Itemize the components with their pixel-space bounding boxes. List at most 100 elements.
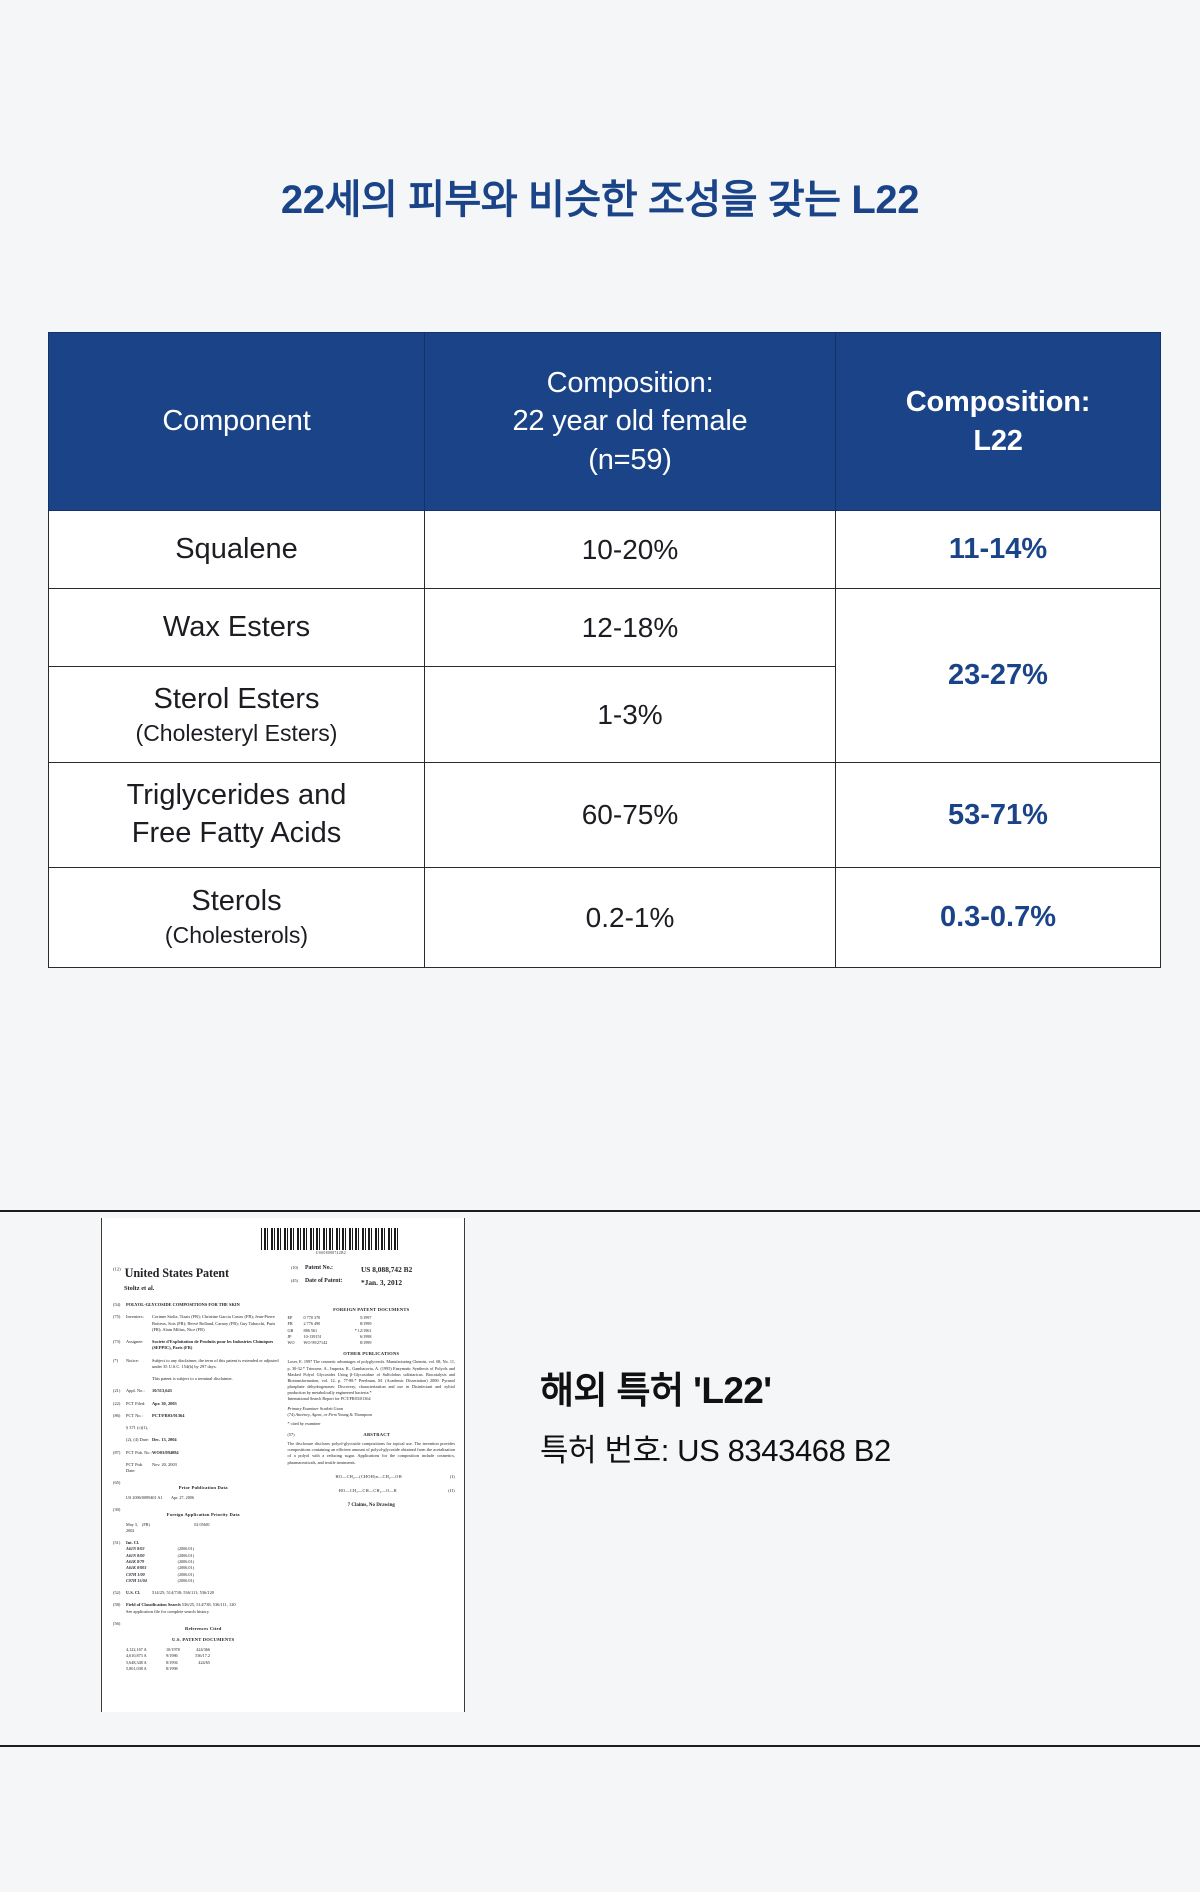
patent-number-row: (10) Patent No.: US 8,088,742 B2 <box>291 1264 455 1275</box>
patent-pub-no-label: PCT Pub. No.: <box>126 1449 152 1455</box>
patent-foreign-num: 2 776 490 <box>303 1321 321 1327</box>
column-header-l22-line2: L22 <box>973 424 1023 457</box>
patent-inventors-label: Inventors: <box>126 1314 144 1320</box>
patent-371-value: Dec. 13, 2004 <box>152 1437 177 1443</box>
patent-abstract-title: ABSTRACT <box>363 1432 391 1438</box>
column-header-component-line1: Component <box>162 405 311 438</box>
column-header-female: Composition: 22 year old female (n=59) <box>424 332 836 511</box>
patent-foreign-number: 02 05601 <box>194 1521 210 1527</box>
patent-371-label: § 371 (c)(1), <box>126 1425 149 1430</box>
cell-component-name: Wax Esters <box>48 588 425 667</box>
patent-foreign-cc: FR <box>287 1321 293 1327</box>
patent-foreign-date: 8/1999 <box>359 1340 372 1346</box>
patent-intcl-item: C07H 1/00 (2006.01) <box>126 1572 281 1578</box>
patent-foreign-cc: WO <box>287 1340 295 1346</box>
patent-foreign-doc-item: WO WO 99/27142 8/1999 <box>288 1340 456 1346</box>
patent-date-kind: (45) <box>290 1278 298 1284</box>
patent-pub-date-label: PCT Pub. Date: <box>126 1461 144 1473</box>
patent-inventors-body: Corinne Stoltz, Tizais (FR); Christine G… <box>152 1314 276 1332</box>
patent-foreign-date: 5/1997 <box>359 1315 372 1320</box>
cell-female-value: 10-20% <box>424 510 836 589</box>
patent-ref-date: 8/1994 <box>166 1659 178 1665</box>
patent-pub-no-row: (87) PCT Pub. No.: WO03/094084 <box>113 1450 281 1456</box>
page-title: 22세의 피부와 비슷한 조성을 갖는 L22 <box>280 178 920 222</box>
patent-371-label-2: (2), (4) Date: <box>126 1437 150 1443</box>
table-row: Squalene 10-20% 11-14% <box>48 510 1161 589</box>
cell-l22-value-merged: 23-27% <box>835 587 1161 764</box>
patent-caption-title: 해외 특허 'L22' <box>540 1370 772 1411</box>
patent-notice-label: Notice: <box>126 1357 139 1363</box>
patent-foreign-priority-row: (30) Foreign Application Priority Data M… <box>113 1507 281 1534</box>
patent-formula-2-text: HO—CH₂—CH—CH₂—O—R <box>338 1488 397 1494</box>
table-row: Sterols (Cholesterols) 0.2-1% 0.3-0.7% <box>48 866 1161 968</box>
patent-371-row: § 371 (c)(1), <box>113 1425 281 1431</box>
patent-ref-class: 424/65 <box>198 1659 210 1665</box>
barcode-block: US008088742B2 <box>261 1228 401 1255</box>
patent-pct-filed-label: PCT Filed: <box>126 1400 146 1406</box>
patent-pct-no-value: PCT/FR03/01364 <box>152 1412 185 1418</box>
patent-intl-search: International Search Report for PCT/FR03… <box>287 1396 371 1402</box>
table-header-row: Component Composition: 22 year old femal… <box>48 332 1161 511</box>
patent-notice-kind: (*) <box>113 1357 119 1363</box>
patent-pub-no-kind: (87) <box>113 1449 121 1455</box>
patent-refs-label: References Cited <box>185 1625 222 1631</box>
patent-ref-number: 4,122,167 A <box>126 1646 147 1652</box>
patent-pct-filed-row: (22) PCT Filed: Apr. 30, 2003 <box>113 1401 281 1407</box>
patent-prior-pub-value: US 2006/0089401 A1 <box>126 1494 163 1500</box>
table-header: Component Composition: 22 year old femal… <box>48 332 1161 511</box>
patent-claims-line: 7 Claims, No Drawing <box>347 1503 395 1509</box>
patent-foreign-date: 6/1998 <box>359 1333 372 1339</box>
patent-intcl-item: A61N 8/00 (2006.01) <box>126 1553 281 1559</box>
patent-field-kind: (58) <box>113 1602 121 1608</box>
patent-primary-examiner-label: Primary Examiner <box>287 1406 319 1412</box>
patent-pub-date-row: PCT Pub. Date: Nov. 20, 2003 <box>113 1462 281 1475</box>
patent-foreign-docs-title: FOREIGN PATENT DOCUMENTS <box>333 1307 410 1312</box>
patent-appl-kind: (21) <box>113 1388 121 1394</box>
patent-notice-body-2: This patent is subject to a terminal dis… <box>152 1376 233 1381</box>
patent-ref-class: 424/366 <box>196 1646 210 1652</box>
column-header-l22-line1: Composition: <box>905 386 1091 419</box>
cell-female-value: 1-3% <box>424 665 836 764</box>
patent-intcl-item: A61N 8/02 (2006.01) <box>126 1546 281 1552</box>
patent-intcl-code: A61N 8/02 <box>126 1546 145 1552</box>
patent-section: US008088742B2 (12) United States Patent … <box>0 1212 1200 1745</box>
patent-office-title: United States Patent <box>124 1266 229 1280</box>
patent-ref-number: 5,801,038 A <box>126 1665 147 1671</box>
patent-ref-class: 536/17.2 <box>195 1653 210 1659</box>
patent-pub-date-value: Nov. 20, 2003 <box>152 1461 177 1467</box>
patent-pct-filed-value: Apr. 30, 2003 <box>152 1400 177 1406</box>
patent-uscl-value: 514/25; 514/738; 536/111; 536/120 <box>152 1590 214 1596</box>
table-row: Sterol Esters (Cholesteryl Esters) 1-3% <box>48 665 1161 764</box>
patent-formula-1: HO—CH₂—(CHOH)n—CH₂—OH (I) <box>288 1473 456 1480</box>
patent-left-column: (54) POLYOL-GLYCOSIDE COMPOSITIONS FOR T… <box>113 1302 281 1678</box>
patent-assignee-body: Societe d'Exploitation de Produits pour … <box>152 1339 274 1351</box>
patent-us-ref-item: 5,801,038 A 8/1998 <box>126 1666 281 1672</box>
patent-notice-row: (*) Notice: Subject to any disclaimer, t… <box>113 1358 281 1371</box>
patent-foreign-cc: EP <box>287 1315 293 1320</box>
patent-foreign-doc-item: JP 10-139151 6/1998 <box>288 1334 456 1340</box>
patent-pct-no-label: PCT No.: <box>126 1412 143 1418</box>
patent-other-pub-title: OTHER PUBLICATIONS <box>343 1351 400 1357</box>
barcode-number: US008088742B2 <box>315 1251 347 1255</box>
patent-intcl-year: (2006.01) <box>177 1571 194 1577</box>
cell-component-sub: (Cholesteryl Esters) <box>135 719 338 746</box>
patent-pct-no-kind: (86) <box>113 1412 121 1418</box>
table-body: Squalene 10-20% 11-14% Wax Esters 12-18%… <box>48 510 1161 968</box>
composition-table: Component Composition: 22 year old femal… <box>48 332 1161 968</box>
composition-table-wrapper: Component Composition: 22 year old femal… <box>48 332 1161 968</box>
patent-document-thumbnail: US008088742B2 (12) United States Patent … <box>101 1218 465 1712</box>
patent-appl-label: Appl. No.: <box>126 1388 145 1394</box>
patent-us-ref-item: 4,122,167 A 10/1978 424/366 <box>126 1647 281 1653</box>
column-header-female-line3: (n=59) <box>588 443 672 476</box>
patent-formula-1-num: (I) <box>449 1473 455 1479</box>
patent-header: (12) United States Patent Stoltz et al. … <box>113 1264 455 1292</box>
patent-primary-examiner: Scarlett Goon <box>319 1406 343 1412</box>
cell-l22-value: 53-71% <box>835 762 1161 868</box>
patent-abstract-body: The disclosure discloses polyol-glycosid… <box>287 1440 456 1465</box>
patent-foreign-num: 886 561 <box>303 1327 318 1333</box>
patent-notice-row-2: This patent is subject to a terminal dis… <box>113 1376 281 1382</box>
patent-prior-pub-row: (65) Prior Publication Data US 2006/0089… <box>113 1480 281 1501</box>
patent-field-label: Field of Classification Search <box>126 1602 181 1608</box>
patent-ref-date: 9/1986 <box>166 1653 178 1659</box>
